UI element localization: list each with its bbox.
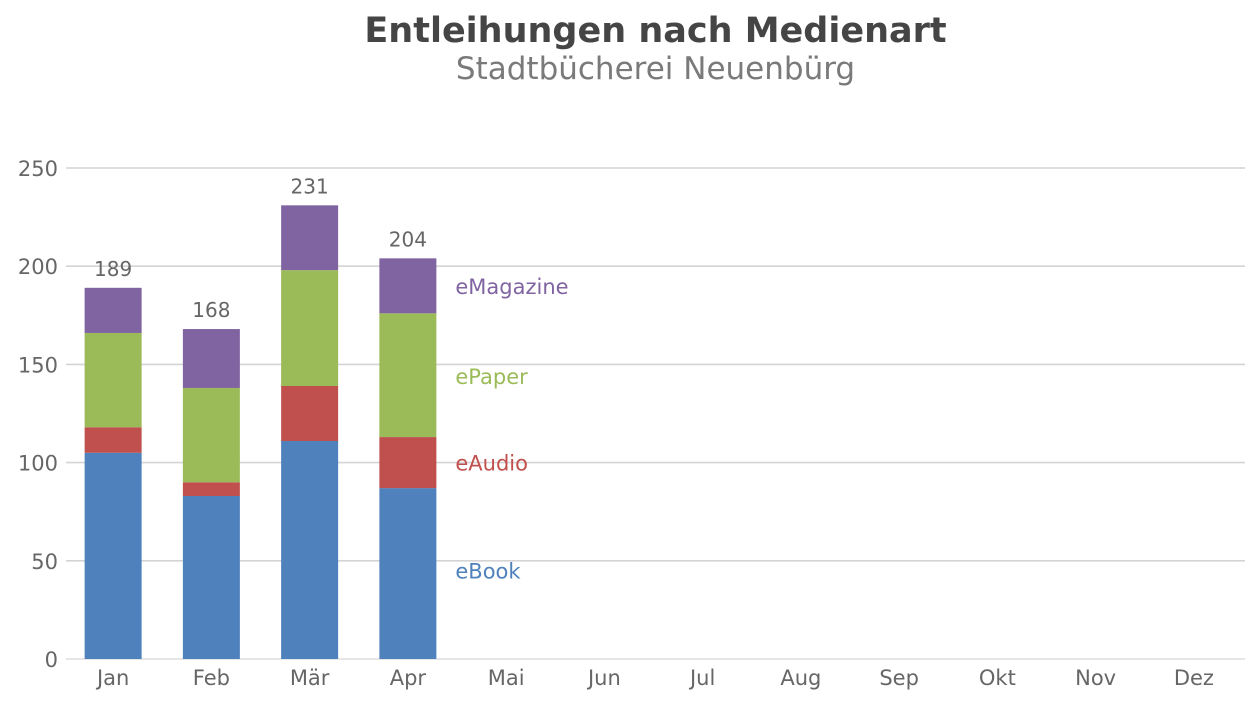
labels: 0 50 100 150 200 250 Jan Feb Mär Apr Mai Jun Jul Aug S… bbox=[18, 157, 1214, 690]
bar-segment-epaper bbox=[84, 332, 142, 428]
gridlines bbox=[66, 167, 1245, 660]
series-label-eaudio: eAudio bbox=[455, 452, 528, 476]
bar-total-label: 204 bbox=[389, 227, 427, 251]
x-tick-label: Jun bbox=[586, 666, 621, 690]
bar-segment-eaudio bbox=[281, 386, 339, 441]
bar-segment-eaudio bbox=[379, 437, 437, 489]
x-tick-label: Jan bbox=[95, 666, 129, 690]
bar-total-label: 231 bbox=[291, 174, 329, 198]
bar-segment-emagazine bbox=[281, 205, 339, 271]
x-tick-label: Feb bbox=[193, 666, 230, 690]
bar-segment-emagazine bbox=[379, 258, 437, 314]
bar-segment-epaper bbox=[182, 387, 240, 483]
y-tick-label: 150 bbox=[18, 353, 58, 377]
series-label-emagazine: eMagazine bbox=[455, 275, 568, 299]
bar-segment-emagazine bbox=[182, 329, 240, 388]
bar-segment-epaper bbox=[281, 270, 339, 387]
x-tick-label: Okt bbox=[979, 666, 1016, 690]
bar-segment-emagazine bbox=[84, 287, 142, 333]
x-tick-label: Nov bbox=[1075, 666, 1116, 690]
y-tick-label: 50 bbox=[31, 550, 58, 574]
x-tick-label: Dez bbox=[1174, 666, 1214, 690]
x-tick-label: Apr bbox=[390, 666, 427, 690]
bar-segment-ebook bbox=[84, 452, 142, 659]
chart-subtitle: Stadtbücherei Neuenbürg bbox=[455, 51, 856, 87]
bars bbox=[84, 205, 437, 659]
bar-segment-ebook bbox=[182, 495, 240, 659]
x-tick-label: Jul bbox=[688, 666, 715, 690]
bar-segment-eaudio bbox=[182, 482, 240, 496]
y-tick-label: 250 bbox=[18, 157, 58, 181]
bar-segment-ebook bbox=[281, 440, 339, 659]
bar-segment-ebook bbox=[379, 488, 437, 659]
series-label-ebook: eBook bbox=[455, 560, 521, 584]
y-tick-label: 100 bbox=[18, 452, 58, 476]
y-tick-label: 0 bbox=[45, 648, 58, 672]
x-tick-label: Mär bbox=[290, 666, 330, 690]
bar-segment-eaudio bbox=[84, 427, 142, 453]
series-label-epaper: ePaper bbox=[455, 365, 528, 389]
y-tick-label: 200 bbox=[18, 255, 58, 279]
bar-total-label: 189 bbox=[94, 257, 132, 281]
x-tick-label: Aug bbox=[780, 666, 821, 690]
bar-segment-epaper bbox=[379, 313, 437, 438]
bar-total-label: 168 bbox=[192, 298, 230, 322]
x-tick-label: Sep bbox=[879, 666, 919, 690]
chart-title: Entleihungen nach Medienart bbox=[364, 11, 947, 51]
x-tick-label: Mai bbox=[488, 666, 525, 690]
